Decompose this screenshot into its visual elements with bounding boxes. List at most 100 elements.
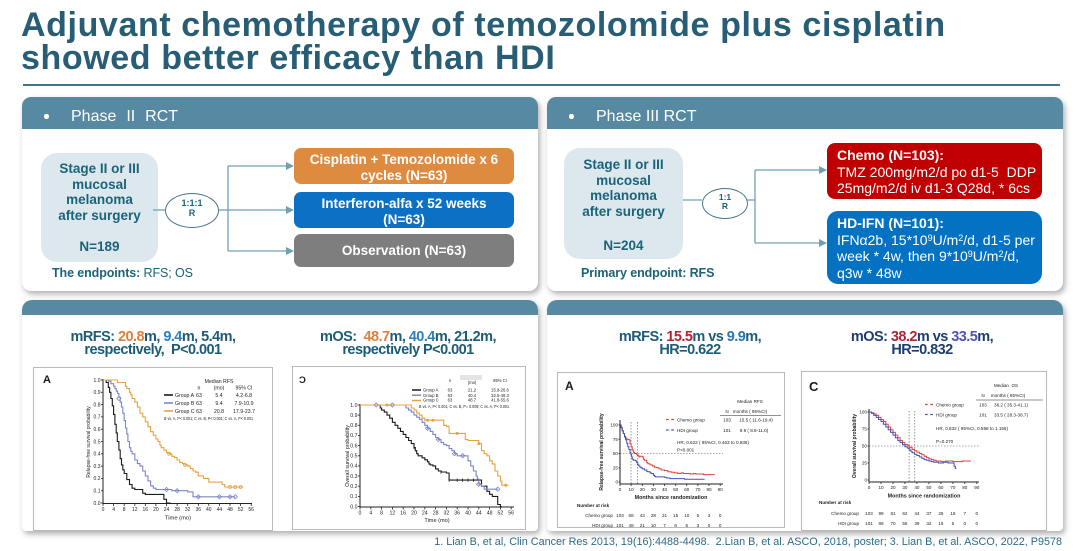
svg-text:32: 32 [185, 507, 191, 513]
svg-text:37: 37 [926, 511, 932, 516]
svg-text:40: 40 [914, 485, 920, 490]
svg-text:n: n [198, 386, 201, 392]
svg-text:56: 56 [508, 511, 514, 517]
svg-text:5.4: 5.4 [215, 393, 222, 399]
svg-text:56: 56 [248, 507, 254, 513]
svg-text:100: 100 [610, 423, 618, 428]
svg-text:HDI group: HDI group [838, 521, 859, 526]
svg-text:0.9: 0.9 [94, 390, 101, 396]
svg-text:62: 62 [902, 511, 908, 516]
svg-text:41.8-55.6: 41.8-55.6 [491, 397, 509, 402]
svg-text:Relapse-free survival probabil: Relapse-free survival probability [86, 406, 92, 478]
svg-text:0.5: 0.5 [350, 454, 357, 460]
svg-text:0.1: 0.1 [94, 489, 101, 495]
svg-text:7: 7 [663, 523, 666, 528]
svg-text:HR, 0.832 ( 95%CI, 0.598 to 1.: HR, 0.832 ( 95%CI, 0.598 to 1.155) [936, 426, 1008, 431]
svg-text:(mo): (mo) [214, 386, 225, 392]
svg-text:16: 16 [400, 511, 406, 517]
svg-text:0.2: 0.2 [94, 476, 101, 482]
svg-text:0: 0 [976, 511, 979, 516]
svg-text:21.2: 21.2 [468, 388, 477, 393]
svg-text:4: 4 [369, 511, 372, 517]
svg-text:Chemo group: Chemo group [831, 511, 859, 516]
svg-text:52: 52 [498, 511, 504, 517]
svg-text:20: 20 [890, 485, 896, 490]
svg-text:Group B: Group B [423, 393, 439, 398]
svg-text:100: 100 [859, 410, 867, 415]
svg-text:40: 40 [465, 511, 471, 517]
svg-text:0.5: 0.5 [94, 439, 101, 445]
svg-text:75: 75 [613, 437, 619, 442]
svg-text:70: 70 [695, 487, 701, 492]
svg-text:40: 40 [206, 507, 212, 513]
svg-text:17.9-23.7: 17.9-23.7 [233, 409, 255, 415]
svg-text:10: 10 [651, 523, 657, 528]
svg-text:10: 10 [684, 513, 690, 518]
svg-text:Median RFS: Median RFS [205, 379, 234, 385]
svg-text:n: n [449, 378, 452, 383]
svg-text:21: 21 [662, 513, 668, 518]
svg-text:28: 28 [651, 513, 657, 518]
svg-text:10: 10 [629, 487, 635, 492]
svg-text:95% CI: 95% CI [493, 378, 507, 383]
svg-text:B vs. A, P< 0.001; C vs. B, P<: B vs. A, P< 0.001; C vs. B, P< 0.001; C … [164, 416, 254, 421]
svg-text:N: N [981, 393, 984, 398]
svg-text:63: 63 [196, 393, 202, 399]
svg-text:Median OS: Median OS [994, 383, 1018, 388]
svg-text:Group B: Group B [175, 401, 195, 407]
svg-text:HDI group: HDI group [592, 523, 613, 528]
svg-text:32: 32 [444, 511, 450, 517]
svg-text:48: 48 [227, 507, 233, 513]
svg-text:63: 63 [448, 388, 453, 393]
svg-text:0.6: 0.6 [350, 443, 357, 449]
svg-text:0.0: 0.0 [350, 504, 357, 510]
svg-text:5: 5 [686, 523, 689, 528]
svg-text:15.5 ( 11.6-19.4): 15.5 ( 11.6-19.4) [739, 418, 773, 423]
svg-text:P<0.001: P<0.001 [677, 448, 695, 453]
svg-text:7.9-10.9: 7.9-10.9 [234, 401, 253, 407]
svg-text:Time (mo): Time (mo) [424, 518, 449, 524]
svg-text:81: 81 [890, 511, 896, 516]
svg-text:1.0: 1.0 [350, 403, 357, 409]
svg-text:Relapse-free survival probabil: Relapse-free survival probability [599, 413, 605, 490]
svg-text:70: 70 [890, 521, 896, 526]
svg-text:40.4: 40.4 [468, 393, 477, 398]
svg-text:63: 63 [448, 397, 453, 402]
svg-text:4.2-6.8: 4.2-6.8 [236, 393, 252, 399]
svg-text:0: 0 [708, 523, 711, 528]
svg-text:B vs. A, P< 0.001; C vs. B, P=: B vs. A, P< 0.001; C vs. B, P= 0.009; C … [419, 404, 510, 409]
svg-text:(mo): (mo) [468, 380, 477, 385]
svg-text:24: 24 [422, 511, 428, 517]
svg-text:89: 89 [878, 521, 884, 526]
svg-text:Group C: Group C [175, 409, 195, 415]
svg-text:HR, 0.622 ( 95%CI, 0.463 to 0.: HR, 0.622 ( 95%CI, 0.463 to 0.836) [677, 440, 749, 445]
svg-text:C: C [809, 379, 819, 394]
svg-text:50: 50 [862, 444, 868, 449]
svg-text:12: 12 [390, 511, 396, 517]
svg-text:28: 28 [433, 511, 439, 517]
svg-text:63: 63 [448, 393, 453, 398]
svg-text:0.3: 0.3 [350, 474, 357, 480]
svg-text:101: 101 [616, 523, 624, 528]
svg-text:0.6: 0.6 [94, 427, 101, 433]
svg-text:0: 0 [964, 521, 967, 526]
svg-text:63: 63 [196, 401, 202, 407]
svg-text:0: 0 [619, 487, 622, 492]
svg-text:1.0: 1.0 [94, 378, 101, 384]
svg-text:6: 6 [674, 523, 677, 528]
svg-text:68: 68 [629, 513, 635, 518]
svg-text:0: 0 [719, 523, 722, 528]
svg-text:63: 63 [196, 409, 202, 415]
svg-text:5: 5 [952, 521, 955, 526]
svg-text:Group C: Group C [423, 397, 439, 402]
svg-text:48: 48 [487, 511, 493, 517]
svg-text:101: 101 [723, 428, 731, 433]
svg-text:0.0: 0.0 [94, 501, 101, 507]
svg-text:Ɔ: Ɔ [299, 375, 306, 386]
svg-text:44: 44 [217, 507, 223, 513]
svg-text:25: 25 [613, 465, 619, 470]
svg-text:32: 32 [926, 521, 932, 526]
svg-text:40: 40 [662, 487, 668, 492]
svg-text:9.4: 9.4 [215, 401, 222, 407]
svg-text:0.2: 0.2 [350, 484, 357, 490]
